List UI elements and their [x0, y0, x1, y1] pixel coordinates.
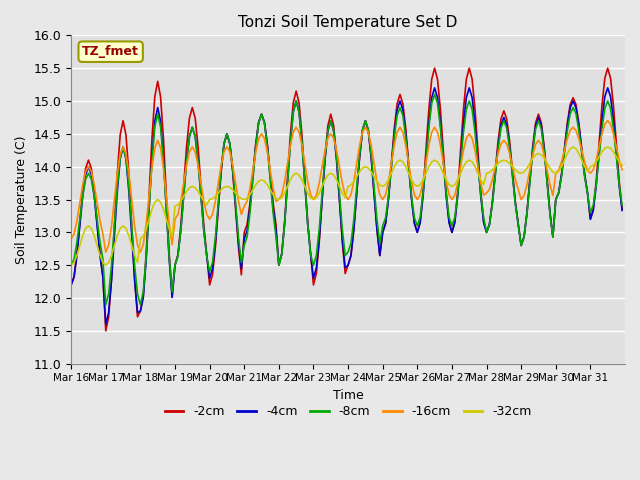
- -16cm: [618, 167, 626, 173]
- -8cm: [298, 139, 306, 145]
- -8cm: [102, 302, 109, 308]
- -32cm: [67, 263, 75, 268]
- Line: -8cm: -8cm: [71, 95, 622, 305]
- -32cm: [413, 183, 421, 189]
- X-axis label: Time: Time: [333, 389, 364, 402]
- -16cm: [298, 143, 306, 148]
- Title: Tonzi Soil Temperature Set D: Tonzi Soil Temperature Set D: [238, 15, 458, 30]
- -32cm: [289, 172, 297, 178]
- -8cm: [347, 240, 355, 246]
- -32cm: [569, 144, 577, 150]
- -32cm: [134, 260, 141, 265]
- -8cm: [431, 92, 438, 97]
- -4cm: [136, 308, 144, 314]
- -2cm: [102, 328, 109, 334]
- -32cm: [295, 172, 303, 178]
- -16cm: [385, 179, 392, 184]
- -16cm: [347, 192, 355, 198]
- -4cm: [618, 207, 626, 213]
- -2cm: [136, 308, 144, 314]
- -2cm: [67, 282, 75, 288]
- -2cm: [385, 195, 392, 201]
- -32cm: [618, 163, 626, 168]
- -2cm: [347, 252, 355, 258]
- -8cm: [292, 98, 300, 104]
- -16cm: [417, 192, 424, 198]
- -8cm: [618, 202, 626, 208]
- -4cm: [102, 322, 109, 327]
- -8cm: [136, 302, 144, 308]
- Line: -16cm: -16cm: [71, 120, 622, 252]
- -4cm: [298, 139, 306, 145]
- -16cm: [292, 124, 300, 130]
- -16cm: [67, 236, 75, 242]
- -32cm: [381, 182, 389, 188]
- -2cm: [431, 65, 438, 71]
- -4cm: [347, 252, 355, 258]
- -32cm: [344, 183, 352, 189]
- -4cm: [431, 85, 438, 91]
- -4cm: [417, 220, 424, 226]
- Y-axis label: Soil Temperature (C): Soil Temperature (C): [15, 135, 28, 264]
- Line: -2cm: -2cm: [71, 68, 622, 331]
- -2cm: [292, 88, 300, 94]
- Line: -32cm: -32cm: [71, 147, 622, 265]
- -8cm: [67, 263, 75, 268]
- -4cm: [385, 197, 392, 203]
- -2cm: [618, 206, 626, 212]
- Legend: -2cm, -4cm, -8cm, -16cm, -32cm: -2cm, -4cm, -8cm, -16cm, -32cm: [159, 400, 536, 423]
- -4cm: [292, 98, 300, 104]
- -8cm: [385, 193, 392, 199]
- -4cm: [67, 282, 75, 288]
- -16cm: [604, 118, 612, 123]
- Line: -4cm: -4cm: [71, 88, 622, 324]
- -8cm: [417, 214, 424, 220]
- -2cm: [298, 132, 306, 138]
- Text: TZ_fmet: TZ_fmet: [82, 45, 139, 58]
- -16cm: [136, 249, 144, 255]
- -2cm: [417, 218, 424, 224]
- -16cm: [102, 249, 109, 255]
